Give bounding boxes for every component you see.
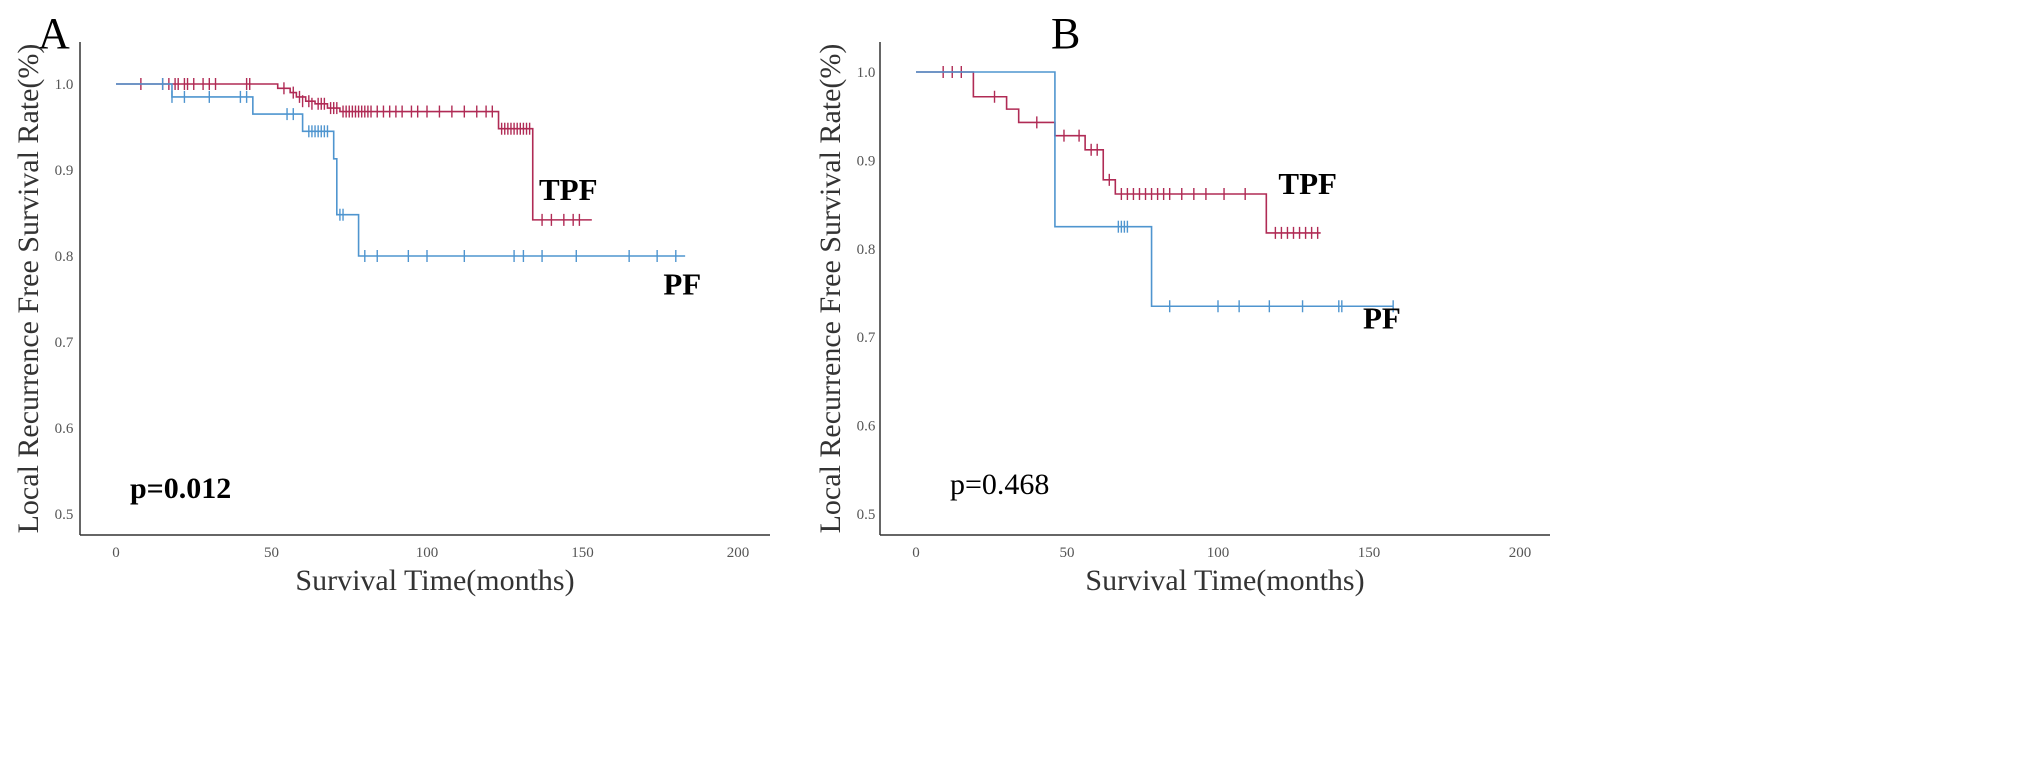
y-axis-label: Local Recurrence Free Survival Rate(%) (12, 44, 45, 534)
x-axis-label: Survival Time(months) (1085, 564, 1364, 597)
x-tick-label: 0 (912, 545, 920, 561)
survival-curve-tpf (916, 71, 1321, 234)
y-tick-label: 0.7 (857, 330, 876, 346)
series-label-pf: PF (1363, 300, 1401, 335)
y-tick-label: 0.5 (857, 507, 876, 523)
x-tick-label: 0 (112, 545, 120, 561)
km-chart-a: 0.5 0.6 0.7 0.8 0.9 1.0 0 50 100 150 200 Survival T… (12, 42, 770, 597)
y-tick-label: 0.7 (55, 335, 74, 351)
panel-label: A (38, 9, 70, 58)
survival-curve-tpf (116, 83, 592, 221)
p-value-annotation: p=0.012 (130, 472, 231, 505)
p-value-annotation: p=0.468 (950, 468, 1049, 501)
x-tick-label: 100 (1207, 545, 1230, 561)
y-tick-label: 0.6 (55, 421, 74, 437)
x-tick-label: 150 (1358, 545, 1381, 561)
x-tick-label: 200 (727, 545, 750, 561)
y-tick-label: 0.8 (55, 249, 74, 265)
y-tick-label: 0.9 (857, 153, 876, 169)
y-tick-label: 0.8 (857, 242, 876, 258)
plot-area: 0.5 0.6 0.7 0.8 0.9 1.0 0 50 100 150 200 Survival T… (814, 42, 1550, 597)
panel-label: B (1051, 9, 1081, 58)
km-chart-b: 0.5 0.6 0.7 0.8 0.9 1.0 0 50 100 150 200 Survival T… (814, 42, 1550, 597)
x-tick-label: 100 (416, 545, 439, 561)
panel-b: B 0.5 0.6 0.7 0.8 0.9 1.0 0 50 100 150 200 Survival… (814, 0, 2031, 780)
y-tick-label: 0.9 (55, 163, 74, 179)
series-label-tpf: TPF (1278, 166, 1337, 201)
y-axis-label: Local Recurrence Free Survival Rate(%) (814, 44, 847, 534)
y-tick-label: 0.5 (55, 507, 74, 523)
x-tick-label: 50 (1060, 545, 1075, 561)
series-label-tpf: TPF (539, 172, 598, 207)
x-axis-label: Survival Time(months) (295, 564, 574, 597)
x-tick-label: 200 (1509, 545, 1532, 561)
panel-a: A 0.5 0.6 0.7 0.8 0.9 1.0 0 50 100 150 200 Survival… (0, 0, 1015, 780)
series-label-pf: PF (663, 267, 701, 302)
y-tick-label: 0.6 (857, 419, 876, 435)
plot-area: 0.5 0.6 0.7 0.8 0.9 1.0 0 50 100 150 200 Survival T… (12, 42, 770, 597)
x-tick-label: 150 (571, 545, 594, 561)
x-tick-label: 50 (264, 545, 279, 561)
survival-curve-pf (116, 83, 686, 257)
y-tick-label: 1.0 (55, 77, 74, 93)
survival-curve-pf (916, 71, 1394, 308)
y-tick-label: 1.0 (857, 65, 876, 81)
